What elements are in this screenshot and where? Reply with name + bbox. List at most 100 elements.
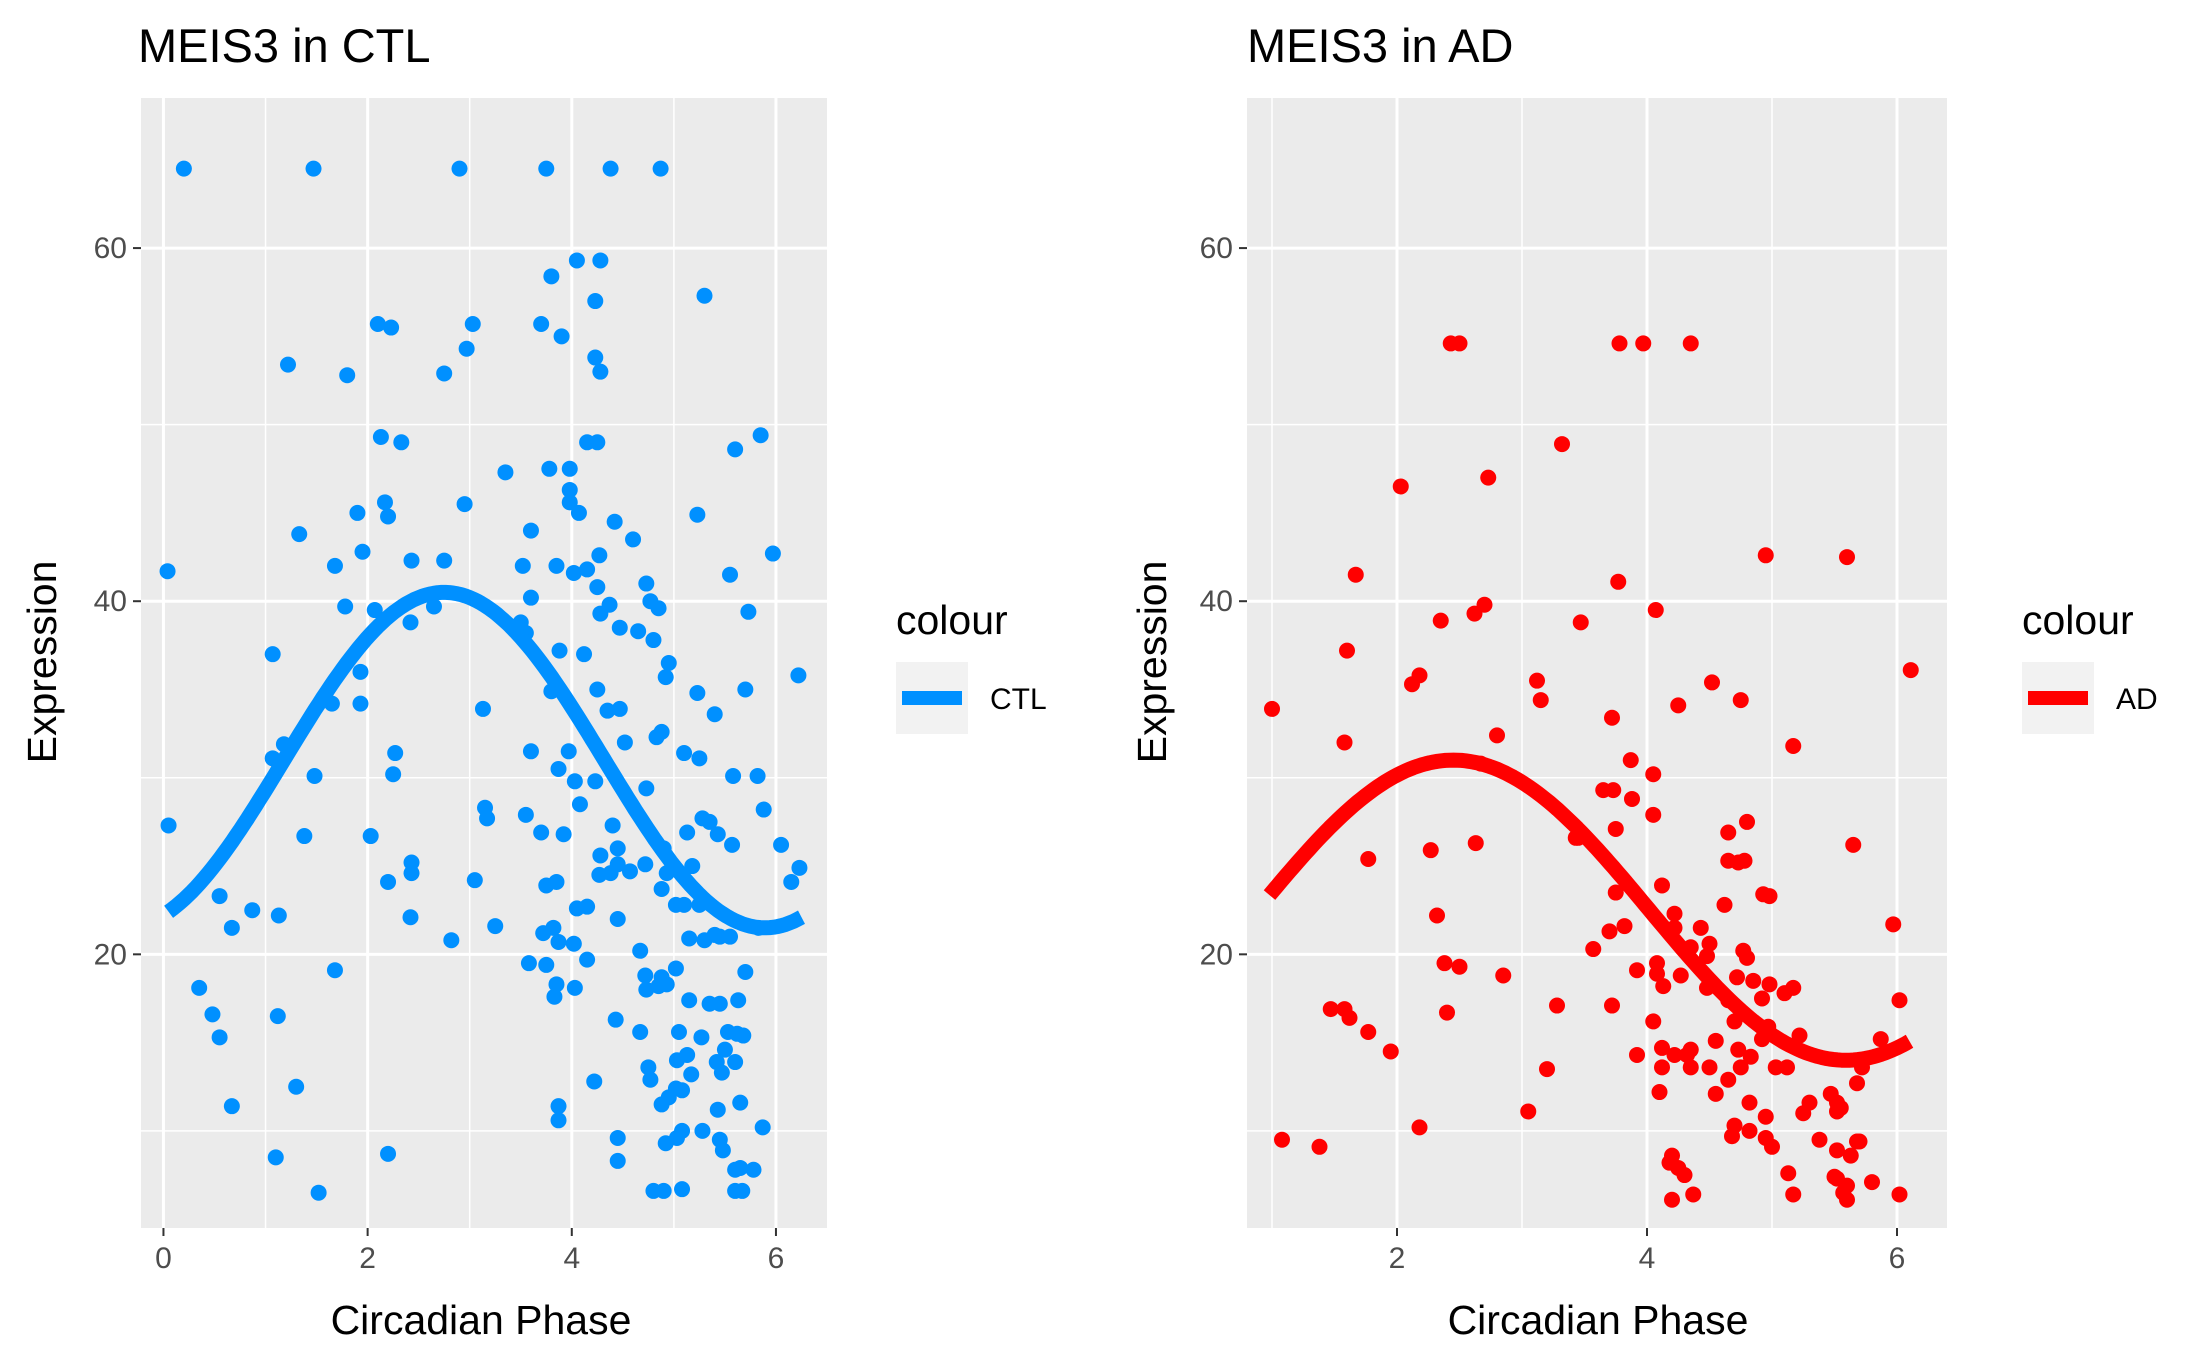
data-point <box>570 504 587 521</box>
data-point <box>660 655 677 671</box>
data-point <box>1849 1075 1865 1092</box>
data-point <box>1629 1046 1645 1063</box>
data-point <box>667 960 684 977</box>
data-point <box>380 1145 397 1162</box>
data-point <box>1701 935 1718 952</box>
data-point <box>638 575 655 592</box>
data-point <box>696 932 713 949</box>
data-point <box>191 979 208 996</box>
data-point <box>589 681 606 698</box>
data-point <box>1645 1013 1662 1030</box>
data-point <box>560 743 577 760</box>
data-point <box>1572 614 1589 631</box>
y-tick-label: 20 <box>1200 938 1233 971</box>
data-point <box>264 646 281 663</box>
data-point <box>609 911 626 928</box>
fit-curve-line <box>1263 752 1914 1068</box>
data-point <box>681 992 698 1009</box>
data-point <box>606 513 623 530</box>
data-point <box>632 942 649 959</box>
data-point <box>653 881 670 897</box>
data-point <box>546 988 563 1005</box>
data-point <box>1322 1001 1339 1018</box>
data-point <box>1761 888 1778 905</box>
data-point <box>535 925 552 942</box>
y-axis-title-ad: Expression <box>1129 561 1175 764</box>
data-point <box>587 293 604 310</box>
fit-curve-ad <box>1263 752 1914 1068</box>
data-point <box>383 319 400 336</box>
data-point <box>1795 1105 1812 1122</box>
data-point <box>380 508 397 525</box>
data-point <box>456 496 473 513</box>
data-point <box>1842 1147 1859 1164</box>
data-point <box>380 873 397 890</box>
data-point <box>267 1149 284 1166</box>
x-tick-label: 6 <box>1889 1242 1906 1275</box>
legend-key-point-ctl <box>925 691 939 705</box>
data-point <box>709 1101 726 1118</box>
panel-background <box>141 98 827 1228</box>
data-point <box>689 506 706 523</box>
data-point <box>403 865 420 882</box>
data-point <box>655 1182 672 1199</box>
data-point <box>724 836 741 853</box>
data-point <box>1707 1085 1724 1102</box>
data-point <box>1655 978 1672 995</box>
data-point <box>1532 692 1549 709</box>
data-point <box>497 464 514 481</box>
data-point <box>223 919 240 936</box>
data-point <box>1382 1043 1399 1060</box>
data-point <box>211 1029 228 1046</box>
data-point <box>653 1096 670 1113</box>
data-point <box>668 1052 685 1069</box>
data-point <box>538 877 555 894</box>
data-point <box>1845 836 1862 853</box>
data-point <box>443 932 460 949</box>
data-point <box>1730 1041 1747 1058</box>
axis-ticks-ctl: 0 2 4 6 20 40 60 <box>94 232 785 1275</box>
data-point <box>1701 1059 1718 1076</box>
data-point <box>1654 877 1670 894</box>
data-point <box>711 995 728 1012</box>
data-point <box>1422 842 1439 859</box>
data-point <box>175 160 192 177</box>
data-point <box>1341 1009 1358 1026</box>
data-point <box>352 663 369 680</box>
data-point <box>732 1094 749 1111</box>
data-point <box>541 460 558 477</box>
data-point <box>1699 948 1715 965</box>
data-point <box>1692 919 1709 936</box>
data-point <box>737 963 754 980</box>
data-point <box>522 589 539 606</box>
data-point <box>696 287 713 304</box>
data-point <box>609 1129 626 1146</box>
data-point <box>306 768 323 784</box>
data-point <box>727 1161 744 1178</box>
data-point <box>376 494 393 511</box>
data-point <box>204 1006 221 1023</box>
x-tick-label: 6 <box>768 1242 785 1275</box>
data-point <box>1611 335 1628 352</box>
data-point <box>587 349 604 366</box>
data-point <box>402 909 419 926</box>
data-point <box>642 1071 659 1088</box>
data-point <box>1780 1165 1797 1182</box>
data-point <box>517 806 534 823</box>
data-point <box>565 564 582 581</box>
data-point <box>650 600 667 617</box>
data-point <box>592 605 609 622</box>
data-point <box>561 481 578 498</box>
data-point <box>625 531 642 548</box>
x-axis-title-ad: Circadian Phase <box>1448 1297 1749 1343</box>
data-point <box>638 780 655 797</box>
data-point <box>533 316 550 332</box>
data-point <box>576 646 593 663</box>
data-point <box>568 252 585 269</box>
fit-curve-ctl <box>164 584 805 936</box>
data-point <box>354 543 371 560</box>
data-point <box>1885 916 1902 933</box>
data-point <box>566 979 583 996</box>
data-point <box>310 1184 327 1201</box>
